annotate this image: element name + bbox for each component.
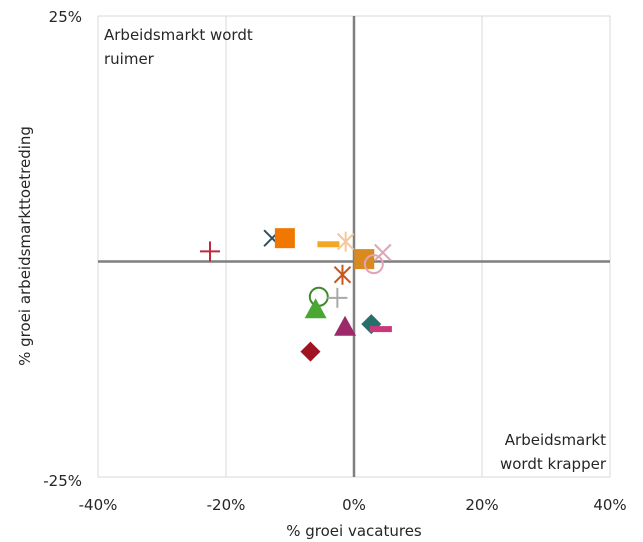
scatter-point-asterisk — [338, 232, 354, 252]
x-tick-label-20: 20% — [465, 496, 498, 514]
triangle-marker — [334, 316, 356, 336]
quadrant-label-bottom-right-line1: Arbeidsmarkt — [505, 431, 606, 449]
scatter-point-dash — [317, 241, 339, 247]
x-tick-label-40: 40% — [593, 496, 626, 514]
scatter-point-x — [375, 244, 391, 260]
axis-layer — [98, 16, 610, 477]
x-tick-label-neg20: -20% — [207, 496, 246, 514]
scatter-point-plus — [200, 241, 220, 261]
scatter-point-triangle — [334, 316, 356, 336]
scatter-point-plus — [327, 288, 347, 308]
x-tick-label-0: 0% — [342, 496, 366, 514]
y-axis-title: % groei arbeidsmarkttoetreding — [16, 126, 34, 366]
dash-marker — [370, 326, 392, 332]
circle-marker — [310, 288, 328, 306]
y-tick-label-top: 25% — [49, 8, 82, 26]
quadrant-label-top-left-line1: Arbeidsmarkt wordt — [104, 26, 253, 44]
x-tick-label-neg40: -40% — [79, 496, 118, 514]
y-tick-label-bottom: -25% — [43, 472, 82, 490]
square-marker — [275, 228, 295, 248]
points-layer — [200, 228, 392, 361]
scatter-point-dash — [370, 326, 392, 332]
quadrant-label-bottom-right-line2: wordt krapper — [500, 455, 607, 473]
quadrant-label-top-left-line2: ruimer — [104, 50, 155, 68]
dash-marker — [317, 241, 339, 247]
scatter-point-square — [275, 228, 295, 248]
triangle-marker — [305, 298, 327, 318]
scatter-point-circle — [310, 288, 328, 306]
scatter-point-diamond — [300, 342, 320, 362]
x-axis-title: % groei vacatures — [286, 522, 422, 540]
scatter-point-triangle — [305, 298, 327, 318]
diamond-marker — [300, 342, 320, 362]
scatter-point-asterisk — [334, 265, 350, 285]
